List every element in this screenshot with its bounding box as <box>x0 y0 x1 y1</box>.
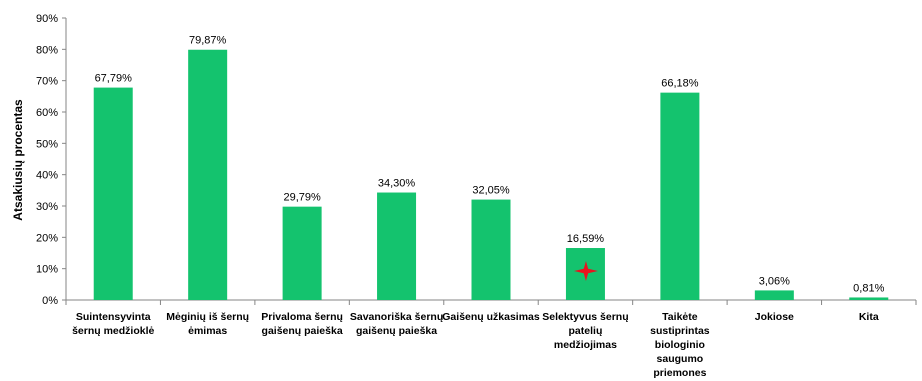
bar <box>849 297 889 300</box>
category-label: Kita <box>859 311 879 323</box>
y-tick-label: 90% <box>36 13 58 25</box>
bar <box>754 290 794 300</box>
data-label: 0,81% <box>853 282 884 294</box>
data-label: 29,79% <box>283 192 321 204</box>
data-label: 66,18% <box>661 78 699 90</box>
data-label: 3,06% <box>759 275 790 287</box>
bar <box>188 49 228 301</box>
y-tick-label: 70% <box>36 76 58 88</box>
bar <box>377 192 417 300</box>
bar <box>660 92 700 300</box>
data-label: 34,30% <box>378 178 416 190</box>
category-label: ėmimas <box>188 325 227 337</box>
bar <box>282 206 322 300</box>
category-label: gaišenų paieška <box>262 325 343 337</box>
category-label: sustiprintas <box>650 325 710 337</box>
category-label: Taikėte <box>662 311 698 323</box>
category-label: Privaloma šernų <box>261 311 343 323</box>
category-label: Suintensyvinta <box>76 311 151 323</box>
category-label: šernų medžioklė <box>72 325 154 337</box>
red-star-marker <box>573 261 598 281</box>
category-label: gaišenų paieška <box>356 325 437 337</box>
data-label: 32,05% <box>472 185 510 197</box>
category-label: priemones <box>653 367 706 379</box>
data-labels: 67,79% 79,87% 29,79% 34,30% 32,05% 16,59% 66,1… <box>95 35 885 295</box>
category-label: Mėginių iš šernų <box>166 311 249 323</box>
category-labels: Suintensyvinta šernų medžioklė Mėginių iš … <box>72 311 879 379</box>
bar <box>471 199 511 300</box>
y-tick-label: 40% <box>36 170 58 182</box>
y-tick-label: 20% <box>36 232 58 244</box>
star-icon <box>573 261 598 281</box>
y-tick-label: 0% <box>42 295 58 307</box>
y-tick-label: 80% <box>36 44 58 56</box>
data-label: 16,59% <box>567 233 605 245</box>
category-label: medžiojimas <box>554 339 617 351</box>
y-tick-label: 10% <box>36 264 58 276</box>
y-tick-label: 60% <box>36 107 58 119</box>
bars <box>93 49 889 301</box>
category-label: biologinio <box>655 339 705 351</box>
category-label: saugumo <box>657 353 704 365</box>
category-label: patelių <box>569 325 603 337</box>
y-tick-labels: 0% 10% 20% 30% 40% 50% 60% 70% 80% 90% <box>36 13 58 307</box>
category-label: Gaišenų užkasimas <box>442 311 540 323</box>
category-label: Jokiose <box>755 311 794 323</box>
y-axis-label: Atsakiusių procentas <box>11 99 25 221</box>
category-label: Savanoriška šernų <box>350 311 443 323</box>
category-label: Selektyvus šernų <box>542 311 628 323</box>
data-label: 79,87% <box>189 35 227 47</box>
data-label: 67,79% <box>95 73 133 85</box>
y-tick-label: 30% <box>36 201 58 213</box>
y-tick-label: 50% <box>36 138 58 150</box>
bar <box>93 87 133 300</box>
